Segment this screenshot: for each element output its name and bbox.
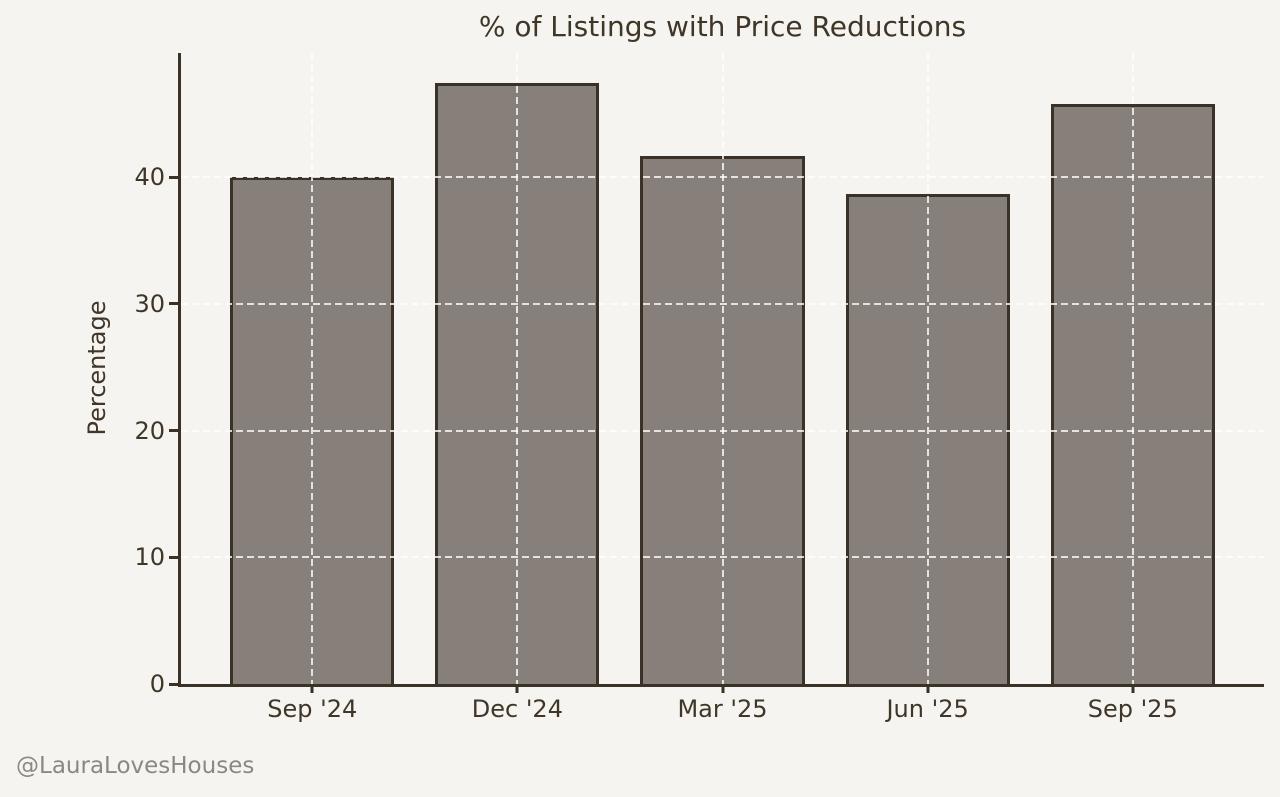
x-tick <box>515 687 519 693</box>
y-axis-label: Percentage <box>83 300 111 436</box>
y-tick-label: 40 <box>134 163 165 192</box>
y-tick-label: 20 <box>134 416 165 445</box>
y-tick-label: 30 <box>134 289 165 318</box>
x-tick-label: Jun '25 <box>886 695 969 723</box>
x-tick <box>310 687 314 693</box>
y-tick <box>169 175 178 179</box>
y-tick-label: 0 <box>149 670 165 698</box>
v-gridline <box>311 53 314 684</box>
x-axis-spine <box>178 684 1264 687</box>
y-tick <box>169 429 178 433</box>
v-gridline <box>1131 53 1134 684</box>
watermark: @LauraLovesHouses <box>16 753 255 779</box>
v-gridline <box>926 53 929 684</box>
y-axis-spine <box>178 53 181 687</box>
chart-title: % of Listings with Price Reductions <box>478 10 967 43</box>
plot-area: 0 10 20 30 40 Sep '24 Dec '24 Mar '25 Jun '25 Sep… <box>134 53 1264 723</box>
x-tick-label: Dec '24 <box>471 695 563 723</box>
v-gridline <box>516 53 519 684</box>
v-gridline <box>721 53 724 684</box>
x-tick <box>926 687 930 693</box>
x-tick <box>721 687 724 693</box>
y-tick <box>169 555 178 559</box>
y-tick <box>169 682 178 686</box>
x-tick-label: Sep '25 <box>1087 695 1178 723</box>
y-tick <box>169 302 178 306</box>
x-tick-label: Sep '24 <box>267 695 358 723</box>
x-tick <box>1131 687 1135 693</box>
x-tick-label: Mar '25 <box>677 695 768 723</box>
y-tick-label: 10 <box>134 543 165 572</box>
